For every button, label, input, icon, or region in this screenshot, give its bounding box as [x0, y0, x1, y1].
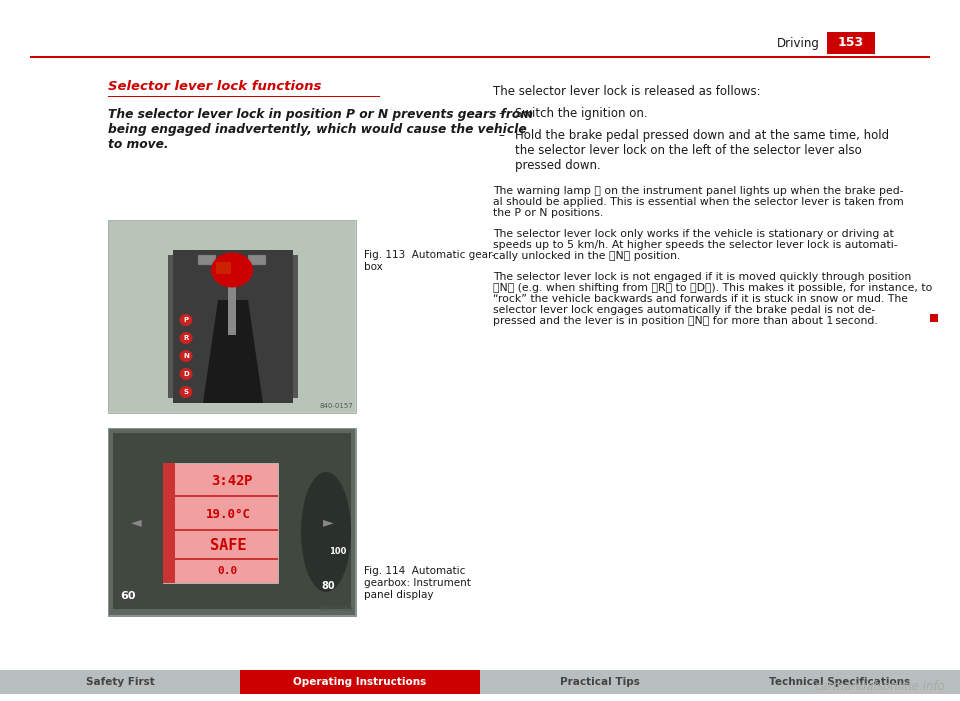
Bar	[173, 260, 293, 398]
Text: Fig. 113  Automatic gear-: Fig. 113 Automatic gear-	[364, 250, 495, 260]
Text: 0.0: 0.0	[218, 566, 238, 576]
Bar	[248, 255, 266, 265]
Ellipse shape	[211, 252, 253, 287]
Text: speeds up to 5 km/h. At higher speeds the selector lever lock is automati-: speeds up to 5 km/h. At higher speeds th…	[493, 240, 898, 250]
Bar	[228, 275, 236, 335]
Bar	[113, 433, 351, 609]
Bar	[109, 221, 355, 412]
Text: carmanualsonline.info: carmanualsonline.info	[814, 680, 945, 693]
Text: R: R	[183, 335, 189, 341]
Text: 3:42: 3:42	[211, 474, 245, 488]
Text: ►: ►	[323, 515, 333, 529]
Text: gearbox: Instrument: gearbox: Instrument	[364, 578, 470, 588]
Bar	[168, 255, 298, 398]
Text: Operating Instructions: Operating Instructions	[294, 677, 426, 687]
Text: The selector lever lock in position P or N prevents gears from: The selector lever lock in position P or…	[108, 108, 533, 121]
Text: selector lever lock engages automatically if the brake pedal is not de-: selector lever lock engages automaticall…	[493, 305, 876, 315]
Text: SAFE: SAFE	[209, 538, 247, 552]
Text: to move.: to move.	[108, 138, 169, 151]
Text: the selector lever lock on the left of the selector lever also: the selector lever lock on the left of t…	[515, 144, 862, 157]
Bar	[109, 429, 355, 615]
Text: The selector lever lock is released as follows:: The selector lever lock is released as f…	[493, 85, 760, 98]
Text: Switch the ignition on.: Switch the ignition on.	[515, 107, 648, 120]
Text: al should be applied. This is essential when the selector lever is taken from: al should be applied. This is essential …	[493, 197, 903, 207]
Text: box: box	[364, 262, 383, 272]
Bar	[173, 250, 293, 403]
Text: P: P	[183, 317, 188, 323]
Text: ⰾNⰿ (e.g. when shifting from ⰾRⰿ to ⰾDⰿ). This makes it possible, for instance, : ⰾNⰿ (e.g. when shifting from ⰾRⰿ to ⰾDⰿ)…	[493, 283, 932, 293]
Text: D: D	[183, 371, 189, 377]
Ellipse shape	[180, 314, 193, 326]
Bar	[175, 558, 278, 559]
Bar	[0, 670, 240, 694]
Text: The selector lever lock is not engaged if it is moved quickly through position: The selector lever lock is not engaged i…	[493, 272, 911, 282]
Text: cally unlocked in the ⰾNⰿ position.: cally unlocked in the ⰾNⰿ position.	[493, 251, 681, 261]
Bar	[223, 255, 241, 265]
Text: S: S	[183, 389, 188, 395]
Text: Practical Tips: Practical Tips	[560, 677, 640, 687]
Text: 19.0°C: 19.0°C	[205, 508, 251, 522]
Text: 840-0157: 840-0157	[320, 403, 353, 409]
Text: ◄: ◄	[131, 515, 141, 529]
Text: pressed and the lever is in position ⰾNⰿ for more than about 1 second.: pressed and the lever is in position ⰾNⰿ…	[493, 316, 877, 326]
Text: Selector lever lock functions: Selector lever lock functions	[108, 80, 322, 93]
Ellipse shape	[180, 368, 193, 380]
Text: Hold the brake pedal pressed down and at the same time, hold: Hold the brake pedal pressed down and at…	[515, 129, 889, 142]
Bar	[30, 56, 930, 57]
Bar	[827, 32, 875, 54]
Bar	[198, 255, 216, 265]
Bar	[108, 428, 356, 616]
Text: 80: 80	[322, 581, 335, 591]
Bar	[163, 463, 278, 583]
Text: 60: 60	[120, 591, 135, 601]
Text: being engaged inadvertently, which would cause the vehicle: being engaged inadvertently, which would…	[108, 123, 527, 136]
Text: The selector lever lock only works if the vehicle is stationary or driving at: The selector lever lock only works if th…	[493, 229, 894, 239]
Text: 100: 100	[329, 547, 347, 555]
Text: the P or N positions.: the P or N positions.	[493, 208, 603, 218]
Text: “rock” the vehicle backwards and forwards if it is stuck in snow or mud. The: “rock” the vehicle backwards and forward…	[493, 294, 908, 304]
Text: Technical Specifications: Technical Specifications	[769, 677, 911, 687]
Text: panel display: panel display	[364, 590, 434, 600]
Ellipse shape	[180, 386, 193, 398]
Ellipse shape	[301, 472, 351, 592]
Ellipse shape	[180, 350, 193, 362]
Text: Safety First: Safety First	[85, 677, 155, 687]
Text: –: –	[498, 129, 504, 142]
Text: Driving: Driving	[778, 37, 820, 50]
Bar	[216, 262, 231, 274]
Text: P: P	[244, 474, 252, 488]
Bar	[175, 529, 278, 531]
Text: N: N	[183, 353, 189, 359]
Bar	[175, 495, 278, 496]
Ellipse shape	[180, 332, 193, 344]
Text: 840-0164: 840-0164	[320, 606, 353, 612]
Bar	[163, 463, 175, 583]
Bar	[108, 96, 380, 97]
Bar	[720, 670, 960, 694]
Text: pressed down.: pressed down.	[515, 159, 601, 172]
Text: 153: 153	[838, 36, 864, 50]
Bar	[480, 670, 720, 694]
Bar	[108, 220, 356, 413]
Polygon shape	[203, 300, 263, 403]
Text: The warning lamp Ⓢ on the instrument panel lights up when the brake ped-: The warning lamp Ⓢ on the instrument pan…	[493, 186, 903, 196]
Text: –: –	[498, 107, 504, 120]
Bar	[240, 670, 480, 694]
Bar	[930, 314, 938, 322]
Text: Fig. 114  Automatic: Fig. 114 Automatic	[364, 566, 466, 576]
